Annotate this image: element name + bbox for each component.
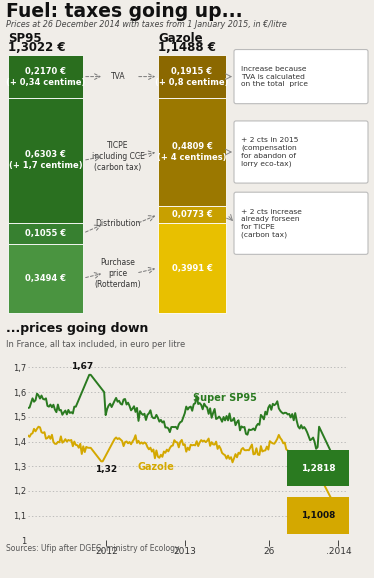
- Text: 1,32: 1,32: [95, 465, 117, 474]
- Text: + 2 cts in 2015
(compensation
for abandon of
lorry eco-tax): + 2 cts in 2015 (compensation for abando…: [241, 137, 298, 167]
- Text: Increase because
TVA is calculated
on the total  price: Increase because TVA is calculated on th…: [241, 66, 308, 87]
- Text: 0,0773 €: 0,0773 €: [172, 210, 212, 219]
- Text: In France, all tax included, in euro per litre: In France, all tax included, in euro per…: [6, 340, 185, 349]
- Text: 0,3494 €: 0,3494 €: [25, 274, 66, 283]
- Bar: [8, 223, 83, 244]
- FancyBboxPatch shape: [234, 50, 368, 103]
- Bar: [8, 98, 83, 223]
- Text: 0,6303 €
(+ 1,7 centime): 0,6303 € (+ 1,7 centime): [9, 150, 82, 171]
- Text: Prices at 26 December 2014 with taxes from 1 January 2015, in €/litre: Prices at 26 December 2014 with taxes fr…: [6, 20, 287, 29]
- Bar: [158, 206, 226, 223]
- Text: SP95: SP95: [8, 32, 42, 45]
- Text: 1,3022 €: 1,3022 €: [8, 41, 65, 54]
- Text: Gazole: Gazole: [158, 32, 203, 45]
- Text: ...prices going down: ...prices going down: [6, 322, 148, 335]
- Text: Sources: Ufip after DGEC, ministry of Ecology: Sources: Ufip after DGEC, ministry of Ec…: [6, 544, 179, 553]
- Bar: [158, 98, 226, 206]
- Text: Gazole: Gazole: [138, 462, 175, 472]
- Text: TICPE
including CCE
(carbon tax): TICPE including CCE (carbon tax): [92, 140, 144, 172]
- Text: TVA: TVA: [111, 72, 125, 81]
- Text: 0,3991 €: 0,3991 €: [172, 264, 212, 272]
- FancyBboxPatch shape: [234, 192, 368, 254]
- Text: 0,1915 €
(+ 0,8 centime): 0,1915 € (+ 0,8 centime): [155, 66, 229, 87]
- Text: 0,1055 €: 0,1055 €: [25, 229, 66, 238]
- Text: Super SP95: Super SP95: [193, 393, 257, 403]
- Text: Purchase
price
(Rotterdam): Purchase price (Rotterdam): [95, 258, 141, 289]
- FancyBboxPatch shape: [234, 121, 368, 183]
- Bar: [158, 223, 226, 313]
- Text: Fuel: taxes going up...: Fuel: taxes going up...: [6, 2, 243, 21]
- Text: 1,67: 1,67: [71, 362, 94, 371]
- Bar: [8, 244, 83, 313]
- Bar: [8, 55, 83, 98]
- Text: 0,2170 €
(+ 0,34 centime): 0,2170 € (+ 0,34 centime): [6, 66, 85, 87]
- Text: 1,2818: 1,2818: [301, 464, 335, 473]
- Bar: [158, 55, 226, 98]
- Text: 1,1488 €: 1,1488 €: [158, 41, 216, 54]
- Text: 0,4809 €
(+ 4 centimes): 0,4809 € (+ 4 centimes): [157, 142, 227, 162]
- Text: Distribution: Distribution: [95, 220, 141, 228]
- Text: + 2 cts increase
already forseen
for TICPE
(carbon tax): + 2 cts increase already forseen for TIC…: [241, 209, 302, 238]
- Text: 1,1008: 1,1008: [301, 511, 335, 520]
